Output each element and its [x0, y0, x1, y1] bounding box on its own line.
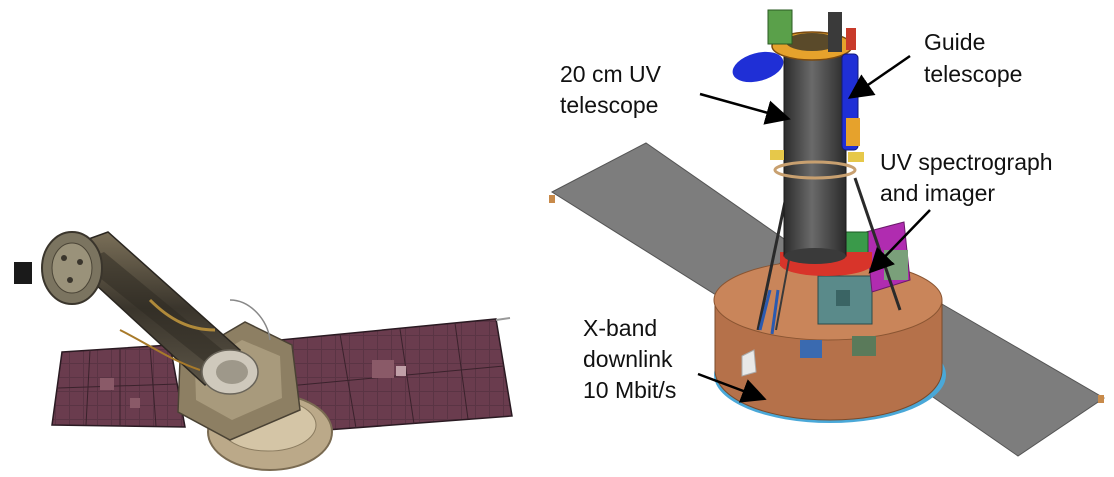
- spacecraft-photo: [14, 231, 513, 471]
- spacecraft-diagram: [549, 9, 1105, 457]
- callout-guide-telescope: Guide telescope: [847, 29, 1022, 99]
- photo-left-solar-panel: [51, 344, 186, 428]
- callout-downlink-line-3: 10 Mbit/s: [583, 377, 676, 403]
- callout-downlink: X-band downlink 10 Mbit/s: [583, 315, 767, 403]
- callout-uv-telescope: 20 cm UV telescope: [560, 61, 791, 125]
- callout-spectrograph: UV spectrograph and imager: [868, 149, 1053, 274]
- callout-guide-telescope-line-2: telescope: [924, 61, 1022, 87]
- callout-downlink-line-1: X-band: [583, 315, 657, 341]
- callout-uv-telescope-line-2: telescope: [560, 92, 658, 118]
- diagram-spectrograph-box: [817, 275, 873, 325]
- diagram-blue-dish: [732, 51, 784, 83]
- pointer-arrow: [699, 92, 791, 125]
- pointer-arrow: [697, 372, 767, 403]
- callout-spectrograph-line-1: UV spectrograph: [880, 149, 1053, 175]
- callout-downlink-line-2: downlink: [583, 346, 673, 372]
- pointer-arrow: [868, 209, 931, 274]
- diagram-uv-telescope-tube: [783, 55, 847, 257]
- photo-right-solar-panel: [279, 317, 513, 433]
- pointer-arrow: [847, 54, 911, 99]
- callout-guide-telescope-line-1: Guide: [924, 29, 985, 55]
- callout-spectrograph-line-2: and imager: [880, 180, 995, 206]
- callout-uv-telescope-line-1: 20 cm UV: [560, 61, 662, 87]
